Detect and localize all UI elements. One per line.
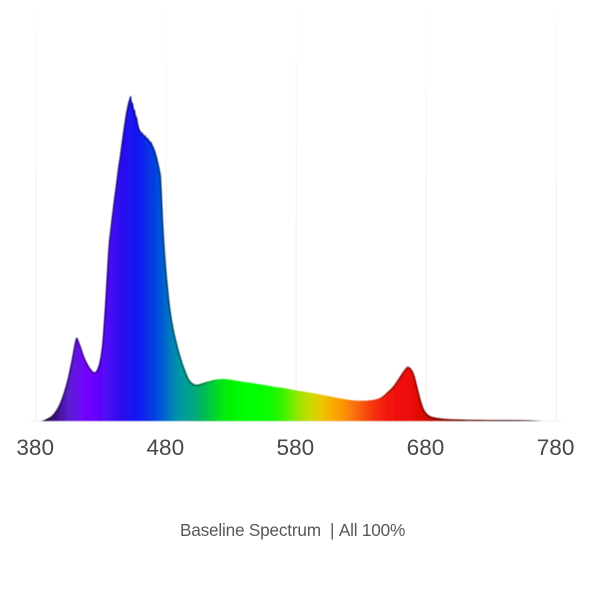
svg-text:780: 780 [537,435,575,460]
svg-text:Baseline Spectrum | All 100%: Baseline Spectrum | All 100% [180,520,405,540]
svg-text:380: 380 [16,435,54,460]
svg-text:480: 480 [146,435,184,460]
svg-text:680: 680 [407,435,445,460]
svg-text:580: 580 [277,435,315,460]
